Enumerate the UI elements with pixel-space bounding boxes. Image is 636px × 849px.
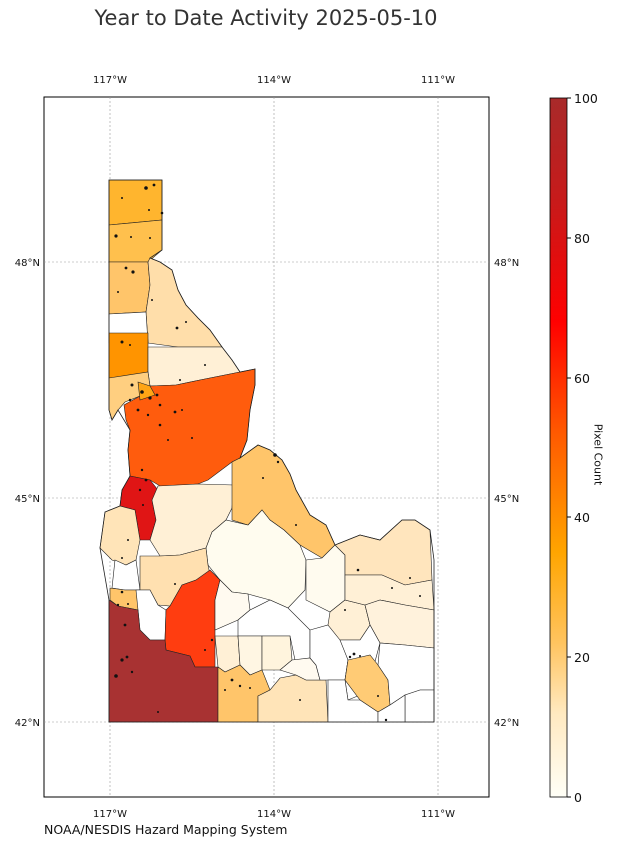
lon-label-top-2: 114°W: [257, 75, 291, 86]
colorbar-tick-40: 40: [574, 510, 590, 525]
colorbar-tick-60: 60: [574, 371, 590, 386]
state-outline: [99, 179, 435, 723]
lon-label-bottom-1: 117°W: [93, 809, 127, 820]
lat-label-left-1: 48°N: [15, 258, 40, 269]
region-se-corner: [404, 689, 435, 723]
colorbar-tick-20: 20: [574, 650, 590, 665]
state-counties: [99, 179, 435, 723]
lat-label-left-2: 45°N: [15, 494, 40, 505]
region-se-corner-2: [377, 694, 406, 723]
axis-labels: 117°W 114°W 111°W 117°W 114°W 111°W 48°N…: [15, 75, 519, 820]
lat-label-right-3: 42°N: [494, 718, 519, 729]
lat-label-right-1: 48°N: [494, 258, 519, 269]
lon-label-top-1: 117°W: [93, 75, 127, 86]
colorbar-tick-100: 100: [574, 91, 598, 106]
region-nez-perce: [108, 332, 149, 379]
lon-label-top-3: 111°W: [421, 75, 455, 86]
colorbar-tick-80: 80: [574, 231, 590, 246]
region-custer: [205, 509, 307, 609]
fire-detections: [114, 183, 421, 722]
region-camas: [214, 579, 251, 631]
region-small-orange: [137, 381, 156, 401]
colorbar-ticks: 0 20 40 60 80 100: [567, 91, 598, 805]
colorbar-tick-0: 0: [574, 790, 582, 805]
region-north-top: [108, 179, 163, 226]
map-title: Year to Date Activity 2025-05-10: [94, 6, 438, 30]
lat-label-left-3: 42°N: [15, 718, 40, 729]
lon-label-bottom-2: 114°W: [257, 809, 291, 820]
lat-label-right-2: 45°N: [494, 494, 519, 505]
lon-label-bottom-3: 111°W: [421, 809, 455, 820]
colorbar-label: Pixel Count: [591, 423, 605, 486]
region-north-3: [108, 261, 151, 315]
credit-text: NOAA/NESDIS Hazard Mapping System: [44, 822, 288, 837]
colorbar: [549, 97, 568, 798]
